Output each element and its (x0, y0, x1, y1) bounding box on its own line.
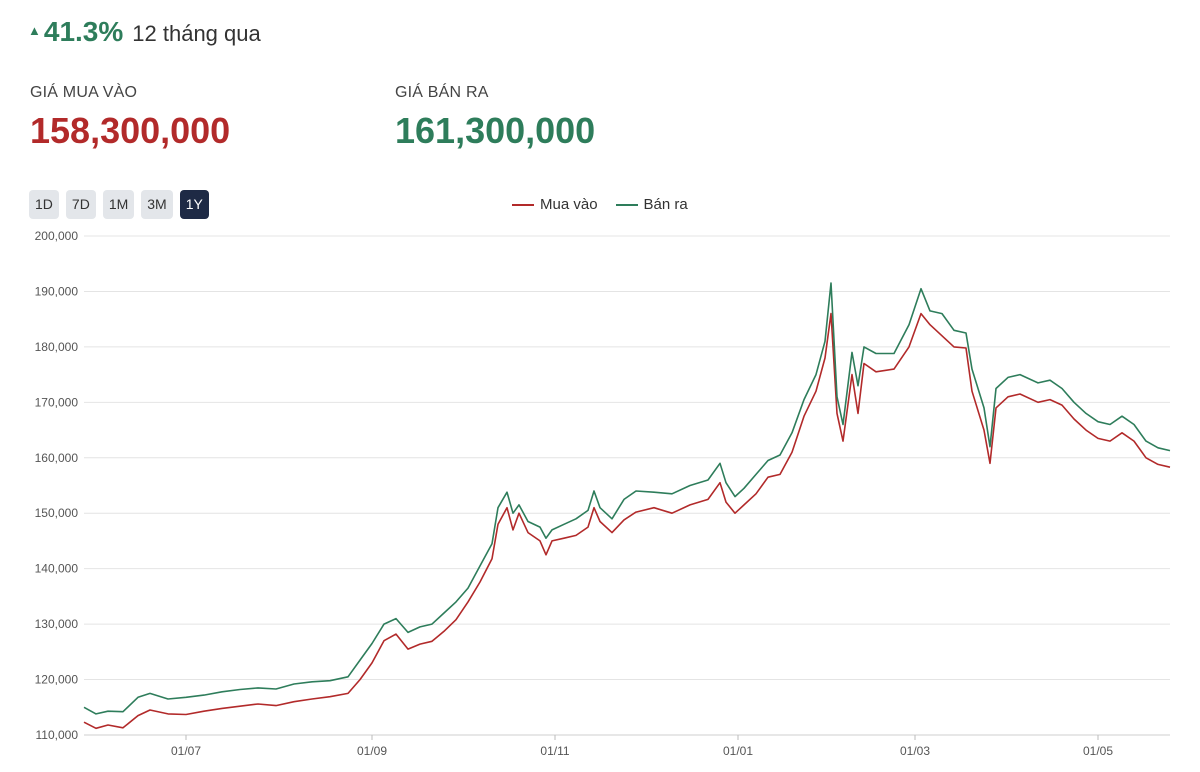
legend-swatch-buy (512, 203, 534, 206)
y-tick-label: 110,000 (36, 728, 79, 742)
sell-price-label: GIÁ BÁN RA (395, 84, 489, 101)
x-tick-label: 01/11 (540, 744, 569, 758)
x-tick-label: 01/05 (1083, 744, 1113, 758)
chart-legend: Mua vào Bán ra (512, 196, 688, 213)
up-arrow-icon: ▲ (28, 23, 41, 38)
x-tick-label: 01/01 (723, 744, 753, 758)
x-axis-ticks: 01/07 01/09 01/11 01/01 01/03 01/05 (171, 735, 1113, 758)
range-button-3m[interactable]: 3M (141, 190, 173, 219)
y-tick-label: 120,000 (35, 673, 79, 687)
x-tick-label: 01/09 (357, 744, 387, 758)
buy-price-block: GIÁ MUA VÀO 158,300,000 (30, 84, 230, 152)
buy-price-label: GIÁ MUA VÀO (30, 84, 138, 101)
y-tick-label: 140,000 (35, 562, 79, 576)
grid-lines (84, 235, 1170, 736)
change-period: 12 tháng qua (132, 21, 261, 46)
range-button-1y[interactable]: 1Y (179, 190, 209, 219)
series-line-buy (83, 312, 1171, 730)
y-tick-label: 130,000 (35, 617, 79, 631)
series-line-sell (83, 282, 1171, 715)
change-percent: 41.3% (43, 16, 124, 47)
legend-item-buy[interactable]: Mua vào (512, 196, 598, 213)
series-lines (83, 282, 1171, 730)
sell-price-block: GIÁ BÁN RA 161,300,000 (395, 84, 595, 152)
change-summary: ▲ 41.3% 12 tháng qua (28, 16, 261, 48)
y-tick-label: 190,000 (35, 284, 79, 298)
x-tick-label: 01/07 (171, 744, 201, 758)
legend-label-sell: Bán ra (643, 196, 688, 213)
sell-price-value: 161,300,000 (395, 110, 596, 151)
y-tick-label: 170,000 (35, 395, 79, 409)
y-axis-ticks: 110,000 120,000 130,000 140,000 150,000 160,0… (35, 229, 79, 742)
legend-label-buy: Mua vào (540, 196, 598, 213)
buy-price-value: 158,300,000 (30, 110, 231, 151)
range-button-1m[interactable]: 1M (102, 190, 135, 219)
y-tick-label: 150,000 (35, 506, 79, 520)
x-tick-label: 01/03 (900, 744, 930, 758)
y-tick-label: 200,000 (35, 229, 79, 243)
y-tick-label: 180,000 (35, 340, 79, 354)
legend-swatch-sell (615, 203, 638, 206)
range-button-7d[interactable]: 7D (65, 190, 96, 219)
y-tick-label: 160,000 (35, 451, 79, 465)
range-selector: 1D 7D 1M 3M 1Y (29, 190, 209, 219)
legend-item-sell[interactable]: Bán ra (615, 196, 688, 213)
range-button-1d[interactable]: 1D (29, 190, 59, 219)
